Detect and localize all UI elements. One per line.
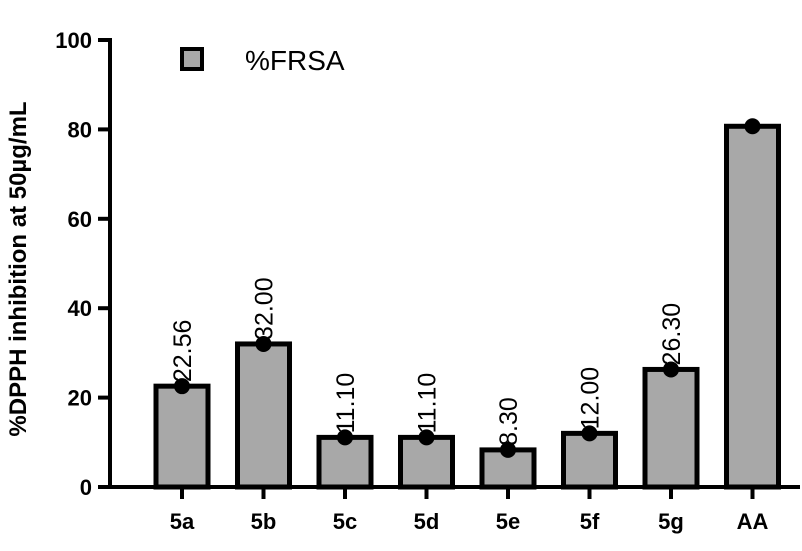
bars bbox=[153, 123, 781, 490]
data-label: 11.10 bbox=[414, 373, 442, 434]
bar bbox=[642, 366, 700, 490]
x-tick-label: 5a bbox=[170, 509, 195, 534]
bar bbox=[561, 430, 618, 490]
x-axis: 5a 5b 5c 5d 5e 5f 5g AA bbox=[108, 485, 800, 534]
data-label: 12.00 bbox=[577, 367, 605, 430]
legend-swatch bbox=[180, 47, 204, 71]
legend-label: %FRSA bbox=[245, 45, 345, 76]
y-tick-label: 100 bbox=[55, 28, 92, 53]
bar bbox=[316, 434, 374, 490]
data-point bbox=[418, 429, 435, 446]
data-points bbox=[174, 118, 761, 458]
y-tick-label: 40 bbox=[68, 296, 92, 321]
y-axis-label: %DPPH inhibition at 50µg/mL bbox=[5, 101, 32, 436]
data-point bbox=[744, 118, 761, 135]
data-label: 8.30 bbox=[495, 397, 523, 446]
bar bbox=[724, 123, 781, 490]
data-point bbox=[581, 425, 598, 442]
y-axis: 0 20 40 60 80 100 bbox=[55, 28, 112, 500]
data-point bbox=[255, 335, 272, 352]
data-point bbox=[337, 429, 353, 446]
data-label: 11.10 bbox=[332, 373, 360, 434]
y-tick-label: 60 bbox=[68, 207, 92, 232]
data-label: 32.00 bbox=[251, 277, 279, 340]
bar bbox=[235, 341, 292, 490]
data-labels: 22.56 32.00 11.10 11.10 8.30 12.00 26.30 bbox=[169, 277, 686, 446]
x-tick-label: 5f bbox=[580, 509, 600, 534]
x-tick-label: 5d bbox=[414, 509, 440, 534]
bar bbox=[398, 434, 455, 490]
bar bbox=[153, 383, 211, 490]
y-tick-label: 80 bbox=[68, 117, 92, 142]
legend: %FRSA bbox=[180, 45, 345, 76]
x-tick-label: 5b bbox=[251, 509, 277, 534]
data-point bbox=[174, 378, 190, 395]
x-tick-label: 5e bbox=[496, 509, 520, 534]
data-point bbox=[663, 361, 679, 378]
y-tick-label: 0 bbox=[80, 475, 92, 500]
data-label: 26.30 bbox=[658, 303, 686, 366]
data-label: 22.56 bbox=[169, 320, 197, 383]
y-tick-label: 20 bbox=[68, 386, 92, 411]
x-tick-label: 5c bbox=[333, 509, 357, 534]
data-point bbox=[500, 441, 516, 458]
x-tick-label: AA bbox=[737, 509, 769, 534]
x-tick-label: 5g bbox=[658, 509, 684, 534]
